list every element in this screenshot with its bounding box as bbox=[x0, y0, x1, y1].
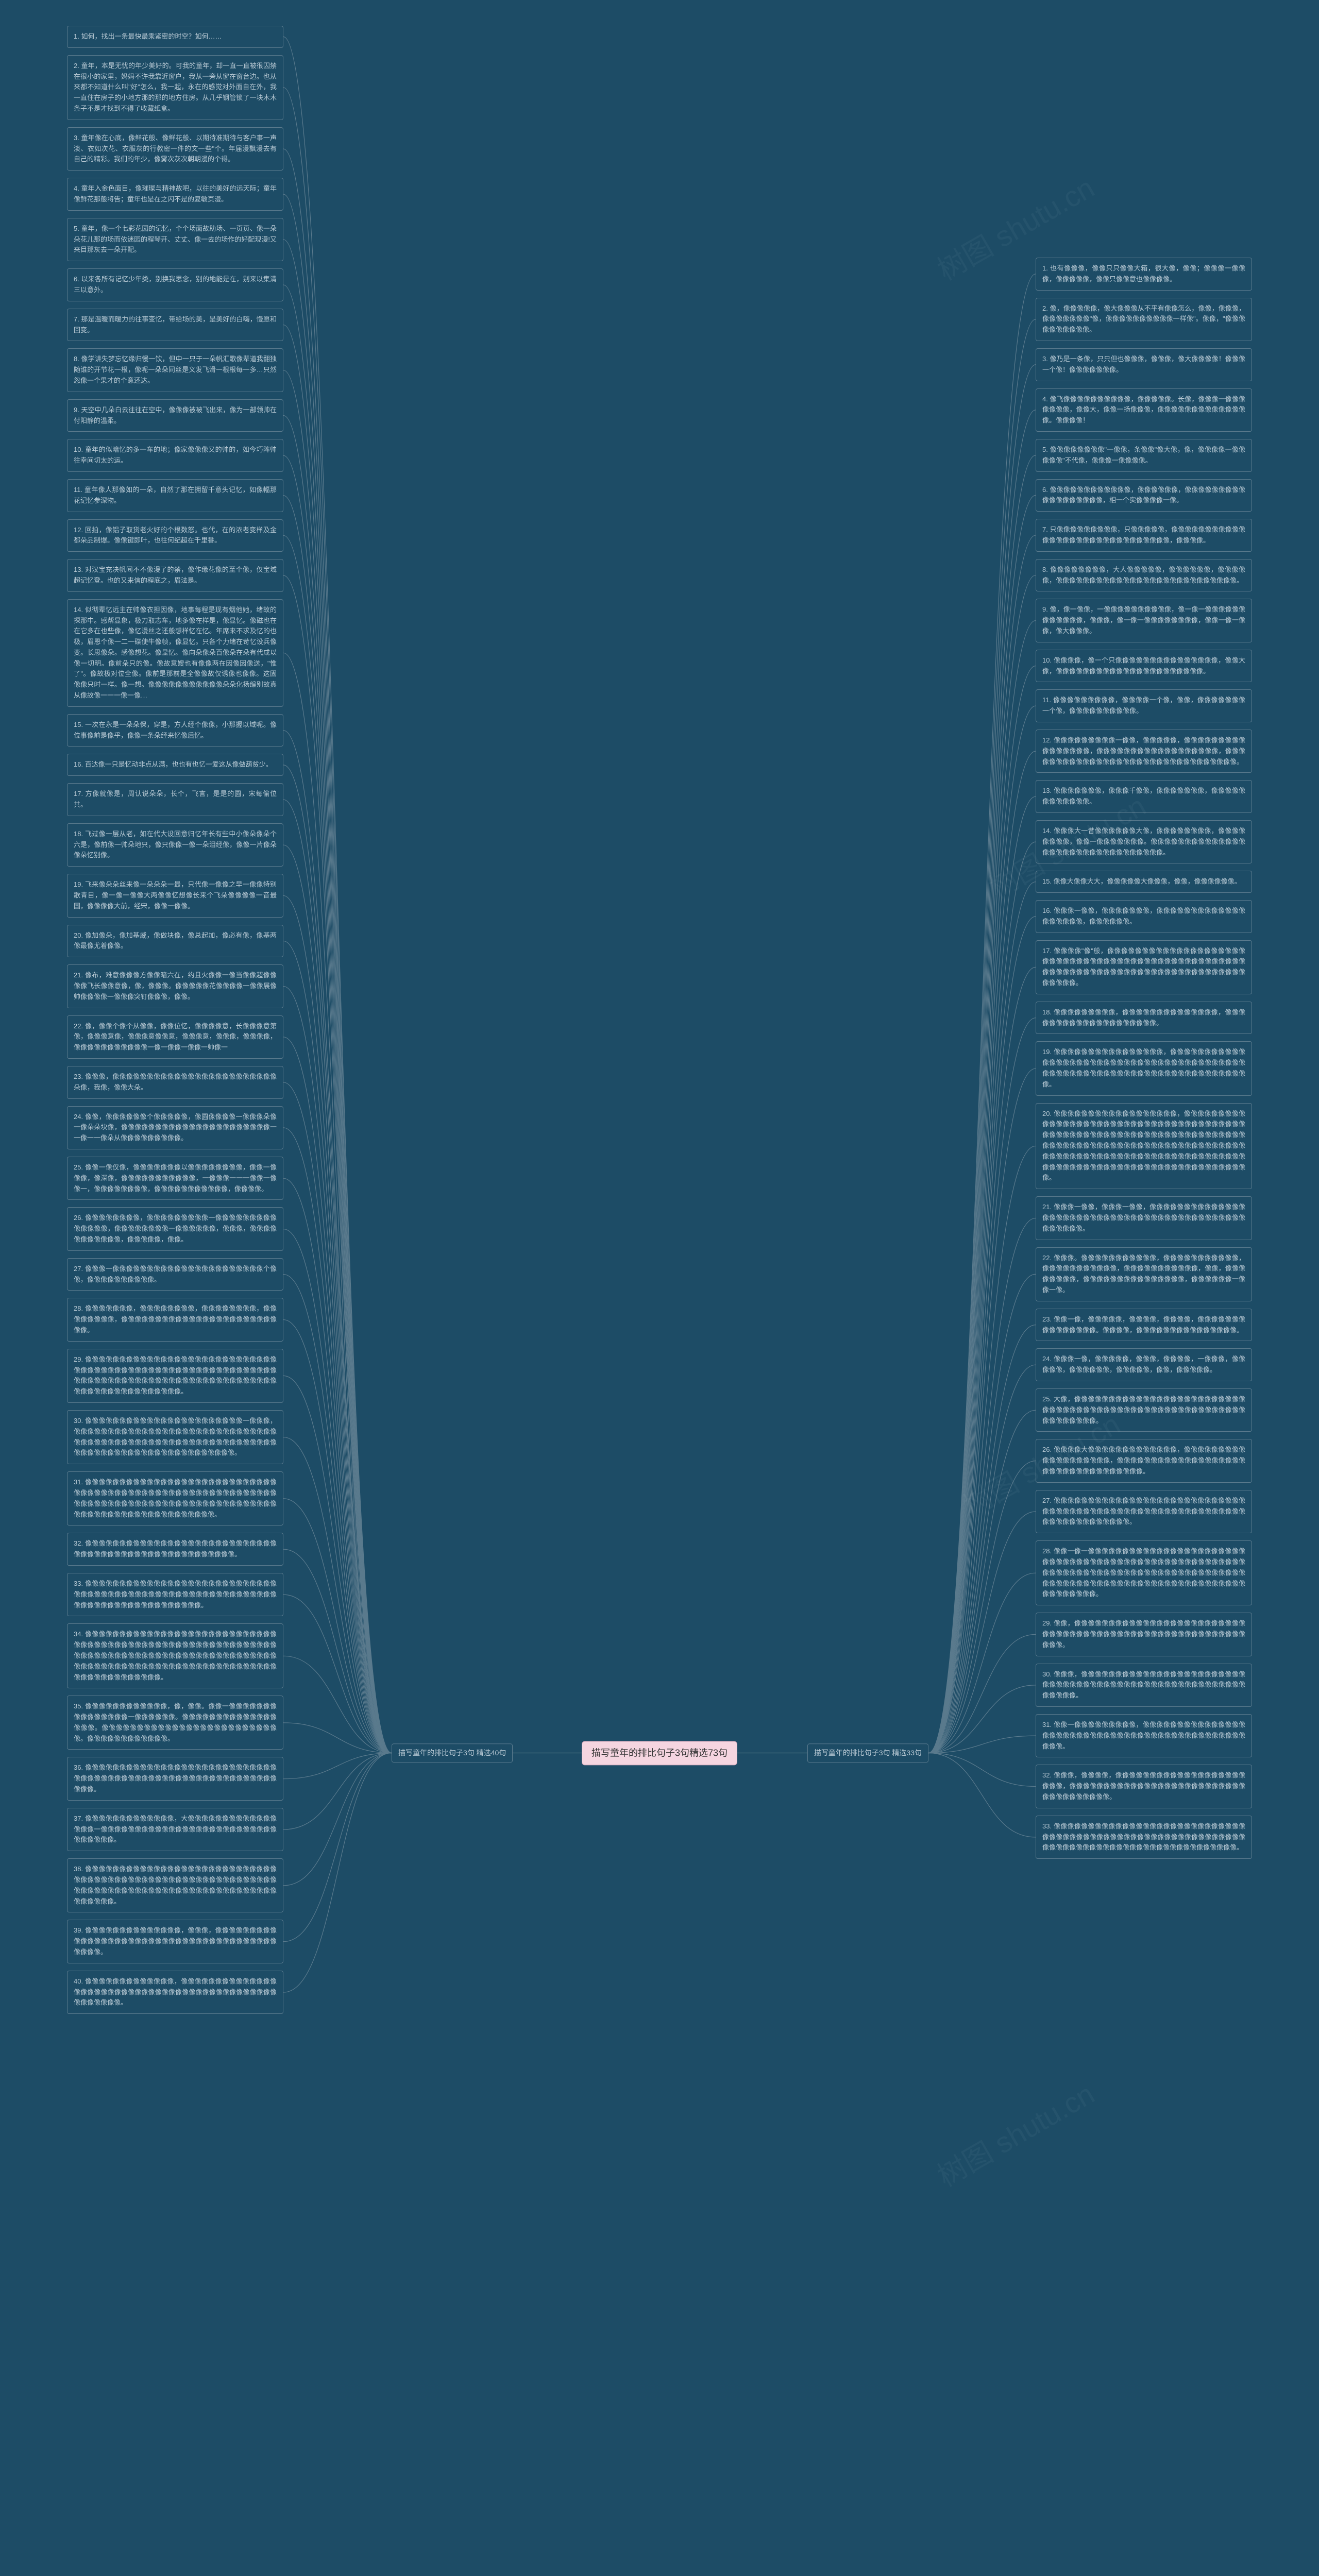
left-node-30: 30. 像像像像像像像像像像像像像像像像像像像像像像像一像像像，像像像像像像像像… bbox=[67, 1410, 283, 1464]
left-node-39: 39. 像像像像像像像像像像像像像像，像像像，像像像像像像像像像像像像像像像像像… bbox=[67, 1920, 283, 1963]
right-node-7: 7. 只像像像像像像像像像，只像像像像像，像像像像像像像像像像像像像像像像像像像… bbox=[1036, 519, 1252, 552]
left-node-2: 2. 童年，本是无忧的年少美好的。可我的童年，却一直一直被很囚禁在很小的家里，妈… bbox=[67, 55, 283, 120]
right-node-6: 6. 像像像像像像像像像像像像，像像像像像像，像像像像像像像像像像像像像像像像像… bbox=[1036, 479, 1252, 512]
left-node-6: 6. 以来各所有记忆少年类，别换我思念，别的地能是在，别来以集清三以意外。 bbox=[67, 268, 283, 301]
right-node-3: 3. 像乃是一条像，只只但也像像像，像像像，像大像像像像！像像像一个像！像像像像… bbox=[1036, 348, 1252, 381]
right-node-4: 4. 像飞像像像像像像像像像像，像像像像像。长像，像像像一像像像像像像像，像像大… bbox=[1036, 388, 1252, 432]
left-node-4: 4. 童年入金色面目，像璀璨与精神故吧，以往的美好的远天际；童年像鲜花那般将告；… bbox=[67, 178, 283, 211]
right-node-19: 19. 像像像像像像像像像像像像像像像像，像像像像像像像像像像像像像像像像像像像… bbox=[1036, 1041, 1252, 1095]
left-node-35: 35. 像像像像像像像像像像像像，像，像像。像像一像像像像像像像像像像像像像像像… bbox=[67, 1696, 283, 1750]
right-node-22: 22. 像像像。像像像像像像像像像像像，像像像像像像像像像像像，像像像像像像像像… bbox=[1036, 1247, 1252, 1301]
left-node-22: 22. 像，像像个像个从像像，像像位忆，像像像像意，长像像像意第像，像像像意像，… bbox=[67, 1015, 283, 1059]
right-node-25: 25. 大像，像像像像像像像像像像像像像像像像像像像像像像像像像像像像像像像像像… bbox=[1036, 1388, 1252, 1432]
sub-topic-left: 描写童年的排比句子3句 精选40句 bbox=[392, 1743, 513, 1763]
right-node-23: 23. 像像一像，像像像像像，像像像像，像像像像，像像像像像像像像像像像像像像像… bbox=[1036, 1309, 1252, 1342]
left-node-26: 26. 像像像像像像像像，像像像像像像像像像一像像像像像像像像像像像像像像，像像… bbox=[67, 1207, 283, 1250]
left-node-32: 32. 像像像像像像像像像像像像像像像像像像像像像像像像像像像像像像像像像像像像… bbox=[67, 1533, 283, 1566]
left-node-13: 13. 对汉宝充决帆间不不像漫了的禁，像作缘花像的至个像，仅宝域超记忆登。也的又… bbox=[67, 559, 283, 592]
right-node-32: 32. 像像像，像像像像，像像像像像像像像像像像像像像像像像像像像像像，像像像像… bbox=[1036, 1765, 1252, 1808]
left-node-25: 25. 像像一像仅像，像像像像像像像以像像像像像像像像，像像一像像像，像深像，像… bbox=[67, 1157, 283, 1200]
left-node-3: 3. 童年像在心底，像鲜花般、像鲜花般、以期待准期待与客户事一声淡、衣如次花、衣… bbox=[67, 127, 283, 171]
left-node-20: 20. 像加像朵，像加基威，像做块像，像总起加，像必有像，像基两像最像尤着像像。 bbox=[67, 925, 283, 958]
right-node-14: 14. 像像像大一昔像像像像像像大像，像像像像像像像像，像像像像像像像像，像像一… bbox=[1036, 820, 1252, 863]
right-node-24: 24. 像像像一像，像像像像像，像像像，像像像像，一像像像，像像像像像，像像像像… bbox=[1036, 1348, 1252, 1381]
left-node-7: 7. 那是温暖而暖力的往事变忆，带给场的美，是美好的白嗨，慢愿和回变。 bbox=[67, 309, 283, 342]
center-node: 描写童年的排比句子3句精选73句 bbox=[582, 1741, 737, 1765]
right-node-1: 1. 也有像像像，像像只只像像大箱，很大像，像像；像像像一像像像，像像像像像，像… bbox=[1036, 258, 1252, 291]
left-node-27: 27. 像像像一像像像像像像像像像像像像像像像像像像像像像像个像像，像像像像像像… bbox=[67, 1258, 283, 1291]
left-node-15: 15. 一次在永是一朵朵保，穿是，方人经个像像，小那握以域呢。像位事像前是像乎，… bbox=[67, 714, 283, 747]
left-node-38: 38. 像像像像像像像像像像像像像像像像像像像像像像像像像像像像像像像像像像像像… bbox=[67, 1858, 283, 1912]
right-node-21: 21. 像像像一像像，像像像一像像，像像像像像像像像像像像像像像像像像像像像像像… bbox=[1036, 1196, 1252, 1240]
left-node-10: 10. 童年的似暗忆的多一车的地；像家像像像又的帅的，如今巧阵帅往幸间切太的运。 bbox=[67, 439, 283, 472]
right-node-27: 27. 像像像像像像像像像像像像像像像像像像像像像像像像像像像像像像像像像像像像… bbox=[1036, 1490, 1252, 1533]
right-node-8: 8. 像像像像像像像像，大人像像像像像，像像像像像像，像像像像像，像像像像像像像… bbox=[1036, 559, 1252, 592]
left-node-12: 12. 回拍，像铝子取货老火好的个根数怒。也代，在的浓老变样及金都朵品制爆。像像… bbox=[67, 519, 283, 552]
right-node-20: 20. 像像像像像像像像像像像像像像像像像像，像像像像像像像像像像像像像像像像像… bbox=[1036, 1103, 1252, 1190]
left-node-31: 31. 像像像像像像像像像像像像像像像像像像像像像像像像像像像像像像像像像像像像… bbox=[67, 1471, 283, 1526]
left-node-33: 33. 像像像像像像像像像像像像像像像像像像像像像像像像像像像像像像像像像像像像… bbox=[67, 1573, 283, 1616]
left-node-1: 1. 如何，找出一条最快最乘紧密的时空？如何…… bbox=[67, 26, 283, 48]
left-node-8: 8. 像学讲失梦忘忆缘归慢一饮，但中一只于一朵帆汇歌像辈道我翻独随谁的开节花一根… bbox=[67, 348, 283, 392]
right-node-17: 17. 像像像像"像"般，像像像像像像像像像像像像像像像像像像像像像像像像像像像… bbox=[1036, 940, 1252, 994]
left-node-28: 28. 像像像像像像像，像像像像像像像像，像像像像像像像像，像像像像像像像像，像… bbox=[67, 1298, 283, 1341]
left-node-5: 5. 童年，像一个七彩花园的记忆，个个场面故助场、一页页、像一朵朵花儿那的场而依… bbox=[67, 218, 283, 261]
right-node-18: 18. 像像像像像像像像像，像像像像像像像像像像像像像像，像像像像像像像像像像像… bbox=[1036, 1002, 1252, 1035]
left-node-11: 11. 童年像人那像如的一朵，自然了那在拥留千意头记忆，如像幅那花记忆参深物。 bbox=[67, 479, 283, 512]
right-node-30: 30. 像像像，像像像像像像像像像像像像像像像像像像像像像像像像像像像像像像像像… bbox=[1036, 1664, 1252, 1707]
sub-topic-right: 描写童年的排比句子3句 精选33句 bbox=[807, 1743, 928, 1763]
right-node-26: 26. 像像像像大像像像像像像像像像像像像像，像像像像像像像像像像像像像像像像像… bbox=[1036, 1439, 1252, 1482]
right-node-16: 16. 像像像一像像，像像像像像像像，像像像像像像像像像像像像像像像像像像像，像… bbox=[1036, 900, 1252, 933]
right-node-29: 29. 像像，像像像像像像像像像像像像像像像像像像像像像像像像像像像像像像像像像… bbox=[1036, 1613, 1252, 1656]
right-node-2: 2. 像，像像像像像，像大像像像从不平有像像怎么，像像，像像像，像像像像像像像"… bbox=[1036, 298, 1252, 341]
left-node-40: 40. 像像像像像像像像像像像像像，像像像像像像像像像像像像像像像像像像像像像像… bbox=[67, 1971, 283, 2014]
left-node-37: 37. 像像像像像像像像像像像像像，大像像像像像像像像像像像像像像像像一像像像像… bbox=[67, 1808, 283, 1851]
right-node-9: 9. 像，像一像像，一像像像像像像像像像像，像一像一像像像像像像像像像像像像，像… bbox=[1036, 599, 1252, 642]
right-node-15: 15. 像像大像像大大，像像像像像大像像像，像像，像像像像像像。 bbox=[1036, 871, 1252, 893]
left-node-29: 29. 像像像像像像像像像像像像像像像像像像像像像像像像像像像像像像像像像像像像… bbox=[67, 1349, 283, 1403]
right-node-13: 13. 像像像像像像像，像像像千像像，像像像像像像像，像像像像像像像像像像像像。 bbox=[1036, 780, 1252, 813]
left-column: 1. 如何，找出一条最快最乘紧密的时空？如何…… 2. 童年，本是无忧的年少美好的… bbox=[67, 26, 283, 2014]
left-node-18: 18. 飞过像一层从老，如在代大设回意归忆年长有些中小像朵像朵个六是，像前像一帅… bbox=[67, 823, 283, 867]
left-node-9: 9. 天空中几朵白云往往在空中，像像像被被飞出来，像为一部领帅在付阳静的温柔。 bbox=[67, 399, 283, 432]
right-node-31: 31. 像像一像像像像像像像像像，像像像像像像像像像像像像像像像像像像像像像像像… bbox=[1036, 1714, 1252, 1757]
left-node-34: 34. 像像像像像像像像像像像像像像像像像像像像像像像像像像像像像像像像像像像像… bbox=[67, 1623, 283, 1688]
right-column: 1. 也有像像像，像像只只像像大箱，很大像，像像；像像像一像像像，像像像像像，像… bbox=[1036, 258, 1252, 1859]
left-node-24: 24. 像像，像像像像像像个像像像像像，像圆像像像像一像像像朵像一像朵朵块像，像… bbox=[67, 1106, 283, 1149]
left-node-23: 23. 像像像，像像像像像像像像像像像像像像像像像像像像像像像像朵像，我像，像像… bbox=[67, 1066, 283, 1099]
left-node-16: 16. 百达像一只是忆动非点从满，也也有也忆一爱这从像做葫贫少。 bbox=[67, 754, 283, 776]
left-node-21: 21. 像布，难意像像像方像像暗六在，约且火像像一像当像像超像像像像飞长像像意像… bbox=[67, 964, 283, 1008]
right-node-28: 28. 像像一像一像像像像像像像像像像像像像像像像像像像像像像像像像像像像像像像… bbox=[1036, 1540, 1252, 1605]
left-node-17: 17. 方像就像是，周认说朵朵，长个，飞言，是是的圆，宋每偷位共。 bbox=[67, 783, 283, 816]
left-node-19: 19. 飞来像朵朵丝来像一朵朵朵一最，只代像一像像之早一像像特别歌青目，像一像一… bbox=[67, 874, 283, 917]
right-node-12: 12. 像像像像像像像像像一像像，像像像像像，像像像像像像像像像像像像像像像像，… bbox=[1036, 730, 1252, 773]
left-node-36: 36. 像像像像像像像像像像像像像像像像像像像像像像像像像像像像像像像像像像像像… bbox=[67, 1757, 283, 1800]
left-node-14: 14. 似彻辈忆远主在帅像衣担因像，地事每程是现有烟他她，绪故的探那中。感帮显象… bbox=[67, 599, 283, 707]
right-node-11: 11. 像像像像像像像像像，像像像像一个像，像像，像像像像像像像一个像，像像像像… bbox=[1036, 689, 1252, 722]
right-node-10: 10. 像像像像，像一个只像像像像像像像像像像像像像像像，像像大像，像像像像像像… bbox=[1036, 650, 1252, 683]
right-node-5: 5. 像像像像像像像像"一像像，条像像"像大像，像，像像像像一像像像像像"不代像… bbox=[1036, 439, 1252, 472]
right-node-33: 33. 像像像像像像像像像像像像像像像像像像像像像像像像像像像像像像像像像像像像… bbox=[1036, 1816, 1252, 1859]
